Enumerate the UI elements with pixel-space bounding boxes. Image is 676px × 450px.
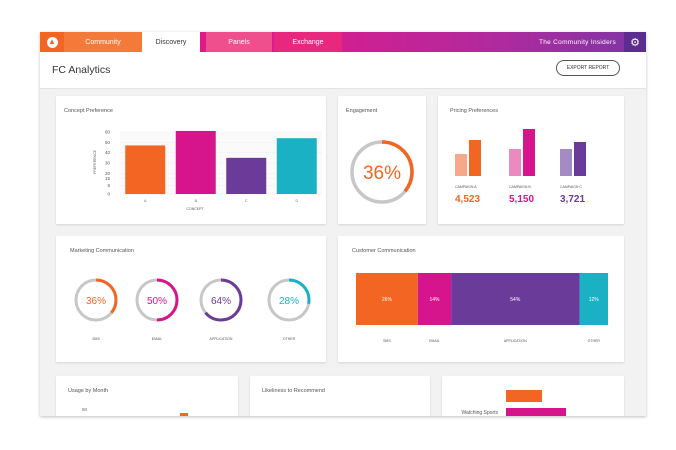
usage-by-month-card: Usage by Month 50 [56,376,238,416]
reasons-card: Travelling Watching Sports [442,376,624,416]
segment-label: APPLICATION [504,339,527,343]
y-tick-label: 8 [107,183,110,188]
segment-application [451,273,580,325]
customer-stacked-bar: 26% SMS 14% EMAIL 54% APPLICATION 12% OTHER [356,273,608,343]
export-report-button[interactable]: EXPORT REPORT [556,60,620,76]
marketing-ring-other-arc [267,278,311,322]
campaign-label: CAMPAIGN A [455,185,477,189]
marketing-value: 50% [147,296,167,307]
y-tick-label: 15 [105,176,111,181]
card-title: Concept Preference [64,108,113,114]
x-tick-label: C [245,199,248,203]
pricing-bar [509,149,521,176]
marketing-donuts: 36% SMS 50% EMAIL 64% APPLICATION 28% OTHER [74,278,311,341]
page-title: FC Analytics [52,64,111,76]
pricing-bar [455,154,467,176]
tab-panels[interactable]: Panels [206,32,272,52]
engagement-value: 36% [363,163,401,184]
y-tick-label: 40 [105,150,111,155]
marketing-value: 64% [211,296,231,307]
segment-label: SMS [383,339,391,343]
x-tick-label: A [144,199,147,203]
marketing-communication-card: Marketing Communication 36% SMS 50% EMAIL 64… [56,236,326,362]
marketing-label: OTHER [283,337,296,341]
tab-label: Panels [228,38,250,46]
marketing-value: 36% [86,296,106,307]
marketing-value: 28% [279,296,299,307]
marketing-label: SMS [92,337,100,341]
card-title: Likeliness to Recommend [262,388,325,394]
tab-label: Discovery [155,39,187,46]
campaign-total: 3,721 [560,194,585,205]
y-axis-label: PREFERENCE [93,149,97,174]
campaign-total: 5,150 [509,194,534,205]
card-title: Usage by Month [68,388,109,394]
card-title: Customer Communication [352,248,416,254]
segment-other [579,273,608,325]
reason-bar [506,390,542,402]
pricing-bar [523,129,535,176]
bar-d [276,138,317,194]
settings-button[interactable]: ⚙ [624,32,646,52]
y-tick-label: 50 [105,140,111,145]
x-axis-label: CONCEPT [186,207,204,211]
likeliness-card: Likeliness to Recommend [250,376,430,416]
flame-icon: ▲ [46,36,58,48]
bar-b [175,130,216,194]
top-nav: ▲ Community Discovery Panels Exchange Th… [40,32,646,53]
segment-sms [356,273,418,325]
tab-label: Exchange [292,38,324,46]
customer-communication-card: Customer Communication 26% SMS 14% EMAIL 54%… [338,236,624,362]
marketing-ring-sms-arc [74,278,118,322]
tab-discovery[interactable]: Discovery [142,32,200,53]
pricing-bar [560,149,572,176]
engagement-ring-arc [350,140,414,204]
y-tick-label: 60 [105,130,111,135]
engagement-card: Engagement 36% [338,96,426,224]
y-tick-label: 30 [105,161,111,166]
marketing-ring-application-arc [199,278,243,322]
usage-bar [180,413,188,416]
segment-value: 14% [429,297,440,303]
segment-value: 26% [382,297,393,303]
campaign-total: 4,523 [455,194,480,205]
reason-bar [506,408,566,416]
segment-value: 12% [589,297,600,303]
gear-icon: ⚙ [630,36,640,49]
x-tick-label: B [195,199,198,203]
brand-name: The Community Insiders [538,38,616,46]
pricing-bar [574,142,586,176]
y-tick-label: 0 [107,192,110,197]
pricing-preferences-card: Pricing Preferences CAMPAIGN A 4,523 CAMPA… [438,96,624,224]
tab-exchange[interactable]: Exchange [274,32,342,52]
segment-label: OTHER [588,339,601,343]
bar-c [226,157,267,194]
concept-preference-card: Concept Preference 0 8 15 20 30 40 50 60 PREFERE… [56,96,326,224]
segment-label: EMAIL [429,339,440,343]
segment-email [417,273,452,325]
marketing-ring-email-arc [135,278,179,322]
pricing-bar [469,140,481,176]
app-window: ▲ Community Discovery Panels Exchange Th… [40,32,646,416]
card-title: Pricing Preferences [450,108,498,114]
campaign-label: CAMPAIGN B [509,185,531,189]
marketing-label: APPLICATION [210,337,233,341]
reason-label: Watching Sports [461,410,499,416]
y-tick-label: 20 [105,171,111,176]
tab-community[interactable]: Community [64,32,142,52]
card-title: Marketing Communication [70,248,134,254]
card-title: Engagement [346,108,378,114]
page-header: FC Analytics EXPORT REPORT [40,52,646,89]
bar-a [125,145,166,194]
logo[interactable]: ▲ [40,32,64,52]
y-tick-label: 50 [82,407,88,412]
engagement-donut: 36% [350,140,414,204]
marketing-label: EMAIL [152,337,163,341]
segment-value: 54% [510,297,521,303]
x-tick-label: D [295,199,298,203]
pricing-bar-chart: CAMPAIGN A 4,523 CAMPAIGN B 5,150 CAMPAIGN C… [455,129,586,205]
campaign-label: CAMPAIGN C [560,185,582,189]
tab-label: Community [85,38,121,46]
